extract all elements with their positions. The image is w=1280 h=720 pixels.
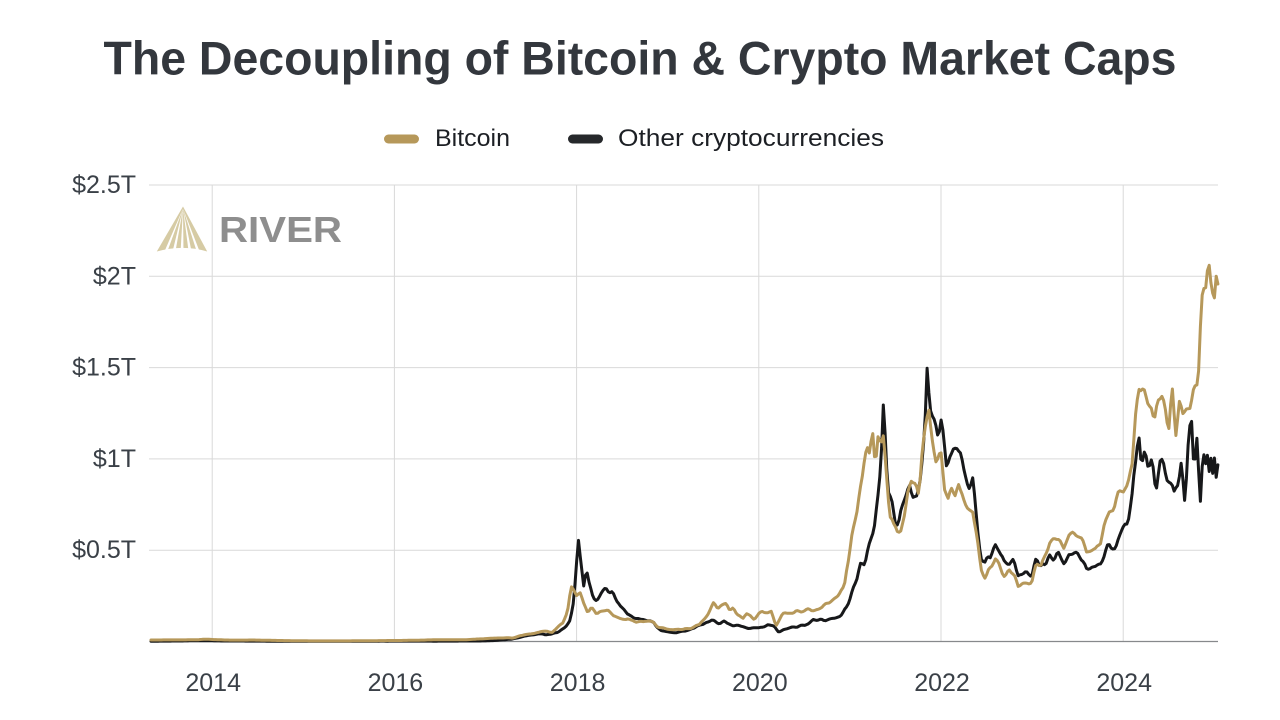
svg-text:2016: 2016 bbox=[368, 669, 424, 697]
svg-text:2024: 2024 bbox=[1096, 669, 1152, 697]
svg-text:2022: 2022 bbox=[914, 669, 970, 697]
svg-text:$2.5T: $2.5T bbox=[72, 171, 136, 199]
svg-text:2014: 2014 bbox=[185, 669, 241, 697]
svg-text:Bitcoin: Bitcoin bbox=[435, 125, 510, 152]
svg-text:$1.5T: $1.5T bbox=[72, 354, 136, 382]
svg-text:$0.5T: $0.5T bbox=[72, 536, 136, 564]
svg-text:RIVER: RIVER bbox=[219, 209, 342, 250]
svg-text:Other cryptocurrencies: Other cryptocurrencies bbox=[618, 125, 884, 152]
svg-text:2018: 2018 bbox=[550, 669, 606, 697]
svg-text:$1T: $1T bbox=[93, 445, 136, 473]
svg-text:2020: 2020 bbox=[732, 669, 788, 697]
svg-text:$2T: $2T bbox=[93, 262, 136, 290]
svg-text:The Decoupling of Bitcoin & Cr: The Decoupling of Bitcoin & Crypto Marke… bbox=[104, 32, 1177, 85]
